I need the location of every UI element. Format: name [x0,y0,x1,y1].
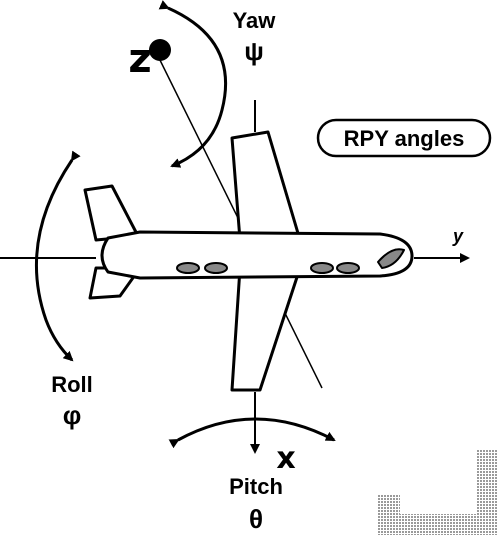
z-axis-label: z [128,36,151,82]
z-axis-handmark [149,39,171,61]
y-axis-label: y [452,226,464,246]
pitch-symbol: θ [249,504,263,534]
airplane-icon [83,130,414,392]
roll-label: Roll [51,372,93,397]
yaw-arrow-icon [158,0,227,168]
pitch-label: Pitch [229,474,283,499]
rpy-badge: RPY angles [316,118,492,158]
shadow-bracket [378,450,498,535]
pitch-arrow-icon [168,417,336,449]
roll-symbol: φ [63,400,82,430]
yaw-symbol: ψ [244,36,264,66]
x-axis-label: x [276,441,295,476]
roll-arrow-icon [34,150,81,362]
rpy-badge-label: RPY angles [344,126,465,151]
yaw-label: Yaw [233,8,277,33]
